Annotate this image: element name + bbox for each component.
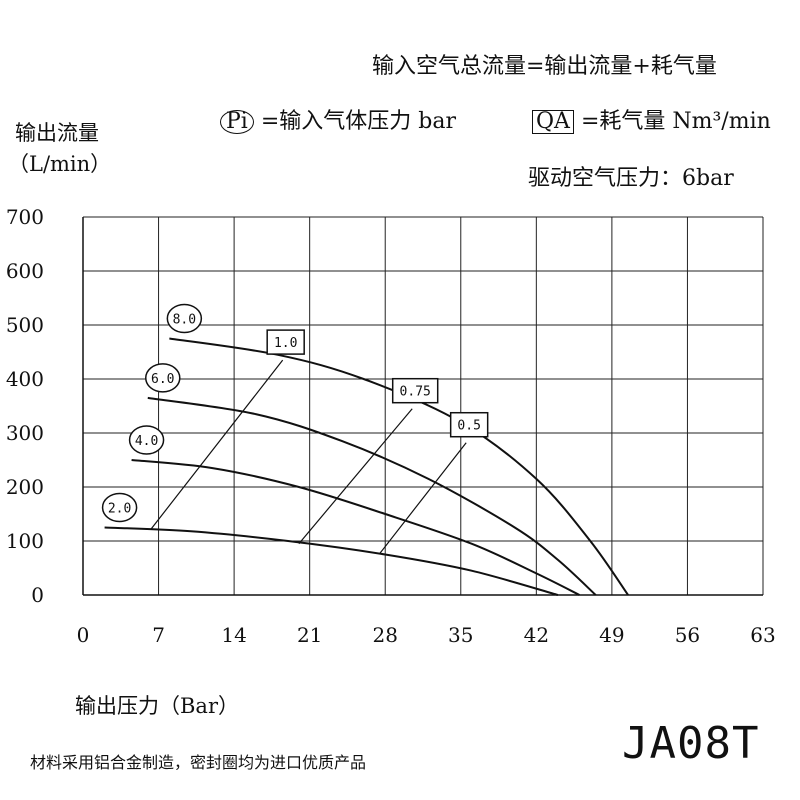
x-tick-label: 0 <box>77 623 90 647</box>
qa-line-0.5 <box>379 442 467 554</box>
x-tick-label: 28 <box>372 623 397 647</box>
qa-label-box <box>391 377 439 404</box>
qa-legend: QA =耗气量 Nm³/min <box>532 103 771 135</box>
formula-text: 输入空气总流量=输出流量+耗气量 <box>372 54 717 79</box>
pi-curve-2.0 <box>104 526 559 596</box>
pi-legend-text: =输入气体压力 bar <box>260 109 456 134</box>
pi-label-text: 2.0 <box>108 502 131 517</box>
pi-label-circle <box>101 492 138 523</box>
qa-symbol: QA <box>532 110 574 134</box>
pi-label-text: 4.0 <box>135 434 158 449</box>
x-tick-label: 14 <box>221 623 246 647</box>
x-tick-label: 7 <box>152 623 165 647</box>
footer-note: 材料采用铝合金制造，密封圈均为进口优质产品 <box>30 753 367 772</box>
y-tick-label: 300 <box>6 421 44 445</box>
y-tick-label: 700 <box>6 205 44 229</box>
pi-legend: Pi =输入气体压力 bar <box>220 103 456 135</box>
qa-label-box <box>449 411 489 438</box>
qa-line-1.0 <box>150 359 284 530</box>
y-tick-label: 600 <box>6 259 44 283</box>
qa-label-text: 1.0 <box>274 336 297 351</box>
drive-pressure-text: 驱动空气压力：6bar <box>528 166 734 191</box>
pi-label-circle <box>145 363 181 393</box>
pi-symbol: Pi <box>220 110 254 134</box>
qa-legend-text: =耗气量 Nm³/min <box>580 109 771 134</box>
pi-label-text: 8.0 <box>173 313 196 328</box>
x-tick-label: 49 <box>599 623 624 647</box>
pi-curve-6.0 <box>147 396 597 596</box>
x-axis-label: 输出压力（Bar） <box>75 694 239 718</box>
x-tick-label: 21 <box>297 623 322 647</box>
pi-curve-4.0 <box>131 459 580 596</box>
x-tick-label: 42 <box>524 623 549 647</box>
qa-label-text: 0.75 <box>400 385 431 400</box>
x-tick-label: 35 <box>448 623 473 647</box>
x-tick-label: 56 <box>675 623 700 647</box>
pi-label-text: 6.0 <box>151 372 174 387</box>
ylabel-line1: 输出流量 <box>15 121 99 145</box>
ylabel-line2: （L/min） <box>8 152 112 176</box>
y-tick-label: 500 <box>6 313 44 337</box>
y-tick-label: 0 <box>31 583 44 607</box>
qa-label-box <box>266 329 305 355</box>
y-tick-label: 100 <box>6 529 44 553</box>
pi-label-circle <box>128 425 165 455</box>
x-tick-label: 63 <box>750 623 775 647</box>
y-tick-label: 200 <box>6 475 44 499</box>
pi-label-circle <box>166 303 203 334</box>
y-tick-label: 400 <box>6 367 44 391</box>
qa-line-0.75 <box>298 408 413 545</box>
qa-label-text: 0.5 <box>457 419 480 434</box>
model-number: JA08T <box>622 718 760 769</box>
